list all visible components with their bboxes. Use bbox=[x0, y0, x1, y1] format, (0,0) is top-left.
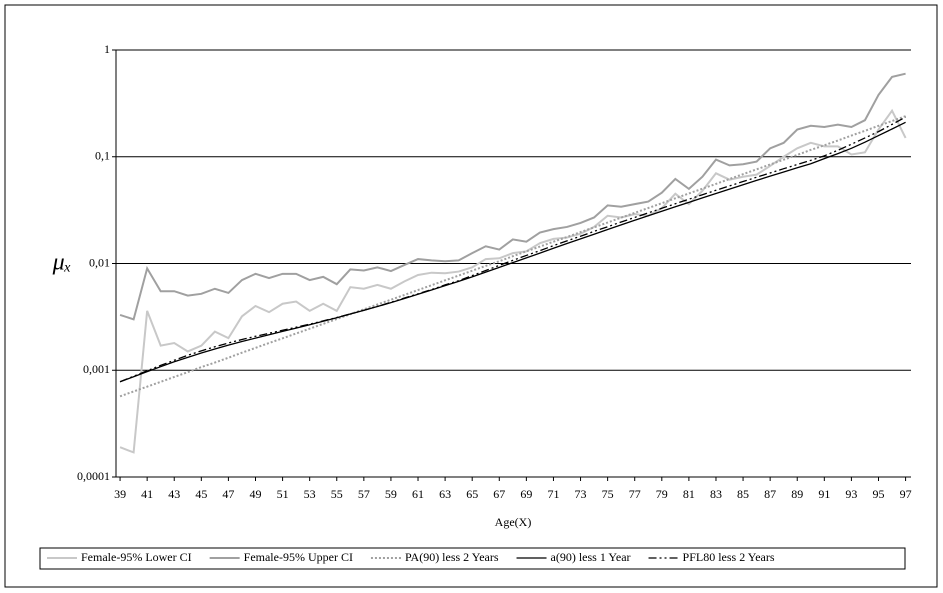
x-tick-label: 77 bbox=[629, 487, 641, 501]
x-tick-label: 79 bbox=[656, 487, 668, 501]
chart-frame bbox=[4, 4, 938, 588]
legend-label: PFL80 less 2 Years bbox=[683, 550, 775, 564]
x-tick-label: 73 bbox=[575, 487, 587, 501]
series-line bbox=[119, 72, 906, 321]
x-tick-label: 85 bbox=[737, 487, 749, 501]
x-tick-label: 61 bbox=[412, 487, 424, 501]
x-tick-label: 81 bbox=[683, 487, 695, 501]
x-axis-label: Age(X) bbox=[495, 515, 532, 529]
x-tick-label: 67 bbox=[493, 487, 505, 501]
y-tick-label: 0,0001 bbox=[77, 469, 110, 483]
legend-label: PA(90) less 2 Years bbox=[405, 550, 499, 564]
y-tick-label: 0,01 bbox=[89, 255, 110, 269]
x-tick-label: 97 bbox=[900, 487, 912, 501]
legend-label: Female-95% Lower CI bbox=[81, 550, 192, 564]
x-tick-label: 43 bbox=[168, 487, 180, 501]
x-tick-label: 63 bbox=[439, 487, 451, 501]
x-tick-label: 69 bbox=[520, 487, 532, 501]
y-tick-label: 0,001 bbox=[83, 362, 110, 376]
x-tick-label: 75 bbox=[602, 487, 614, 501]
legend-box bbox=[39, 547, 906, 570]
y-tick-label: 0,1 bbox=[95, 149, 110, 163]
x-tick-label: 55 bbox=[331, 487, 343, 501]
x-tick-label: 93 bbox=[845, 487, 857, 501]
series-line bbox=[119, 115, 906, 398]
y-axis-label: μₓ bbox=[52, 250, 72, 276]
legend-label: Female-95% Upper CI bbox=[244, 550, 353, 564]
x-tick-label: 59 bbox=[385, 487, 397, 501]
x-tick-label: 89 bbox=[791, 487, 803, 501]
x-tick-label: 49 bbox=[249, 487, 261, 501]
x-tick-label: 45 bbox=[195, 487, 207, 501]
series-line bbox=[119, 121, 906, 383]
x-tick-label: 51 bbox=[277, 487, 289, 501]
x-tick-label: 91 bbox=[818, 487, 830, 501]
x-tick-label: 41 bbox=[141, 487, 153, 501]
x-tick-label: 95 bbox=[872, 487, 884, 501]
x-tick-label: 53 bbox=[304, 487, 316, 501]
legend-label: a(90) less 1 Year bbox=[551, 550, 631, 564]
series-line bbox=[119, 116, 906, 383]
x-tick-label: 83 bbox=[710, 487, 722, 501]
x-tick-label: 71 bbox=[547, 487, 559, 501]
y-tick-label: 1 bbox=[104, 42, 110, 56]
series-line bbox=[119, 108, 907, 454]
x-tick-label: 47 bbox=[222, 487, 234, 501]
x-tick-label: 57 bbox=[358, 487, 370, 501]
x-tick-label: 65 bbox=[466, 487, 478, 501]
x-tick-label: 87 bbox=[764, 487, 776, 501]
x-tick-label: 39 bbox=[114, 487, 126, 501]
